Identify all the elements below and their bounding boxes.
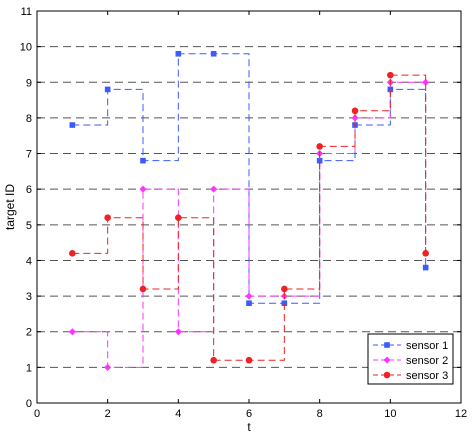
series-1-point-11 <box>422 264 429 271</box>
series-3-point-8 <box>316 143 323 150</box>
legend-marker-2 <box>383 356 391 364</box>
series-3-point-1 <box>69 250 76 257</box>
y-tick-label-3: 3 <box>26 291 32 303</box>
legend-marker-1 <box>384 342 390 348</box>
legend-entry-1: sensor 1 <box>373 340 448 352</box>
series-3-point-4 <box>175 214 182 221</box>
x-axis-label: t <box>247 420 251 434</box>
legend-entry-3: sensor 3 <box>373 370 448 382</box>
series-1-point-5 <box>210 50 217 57</box>
y-tick-label-9: 9 <box>26 77 32 89</box>
x-tick-label-0: 0 <box>34 408 40 420</box>
x-tick-label-12: 12 <box>455 408 467 420</box>
y-tick-label-6: 6 <box>26 184 32 196</box>
y-axis-label: target ID <box>3 184 17 230</box>
series-2-point-11 <box>422 78 430 86</box>
series-1-point-10 <box>387 86 394 93</box>
legend-marker-3 <box>383 371 391 379</box>
series-3-point-7 <box>281 285 288 293</box>
legend-box <box>367 333 454 385</box>
series-2-point-9 <box>351 114 359 122</box>
series-1-point-1 <box>69 122 76 128</box>
x-tick-label-10: 10 <box>384 408 396 420</box>
series-1-point-2 <box>104 86 111 93</box>
legend: sensor 1 sensor 2 sensor 3 <box>367 333 454 385</box>
series-1-point-3 <box>140 157 146 164</box>
y-tick-label-5: 5 <box>26 220 32 232</box>
series-3-point-6 <box>245 356 253 364</box>
series-2 <box>68 78 430 371</box>
series-3 <box>69 71 429 364</box>
series-1-point-4 <box>175 50 182 57</box>
series-2-point-5 <box>210 185 218 193</box>
series-2-point-6 <box>245 292 253 300</box>
series-2-point-3 <box>139 185 147 193</box>
series-3-point-11 <box>422 250 429 257</box>
y-tick-label-4: 4 <box>26 255 32 267</box>
y-tick-label-8: 8 <box>26 113 32 125</box>
series-3-point-10 <box>387 71 394 79</box>
series-line-2 <box>72 81 426 368</box>
series-line-3 <box>72 74 427 361</box>
series-1-point-6 <box>246 300 252 307</box>
series-2-point-2 <box>104 363 112 371</box>
x-tick-label-8: 8 <box>317 408 323 420</box>
series-3-point-5 <box>210 356 217 364</box>
series-3-point-9 <box>351 107 359 115</box>
y-tick-label-0: 0 <box>26 398 32 410</box>
series-layer <box>68 50 430 371</box>
x-tick-label-2: 2 <box>105 408 111 420</box>
x-tick-label-6: 6 <box>246 408 252 420</box>
legend-entry-2: sensor 2 <box>373 355 448 367</box>
series-2-point-4 <box>174 328 182 336</box>
series-3-point-2 <box>104 214 111 221</box>
legend-label-1: sensor 1 <box>406 340 448 352</box>
y-tick-label-2: 2 <box>26 327 32 339</box>
legend-label-2: sensor 2 <box>406 355 448 367</box>
y-tick-label-10: 10 <box>20 42 32 54</box>
y-tick-label-7: 7 <box>26 149 32 161</box>
series-1-point-8 <box>316 157 323 164</box>
series-2-point-1 <box>68 328 76 336</box>
y-tick-label-1: 1 <box>26 362 32 374</box>
y-tick-label-11: 11 <box>21 6 32 18</box>
series-3-point-3 <box>139 285 147 293</box>
x-tick-label-4: 4 <box>175 408 181 420</box>
legend-label-3: sensor 3 <box>406 370 448 382</box>
